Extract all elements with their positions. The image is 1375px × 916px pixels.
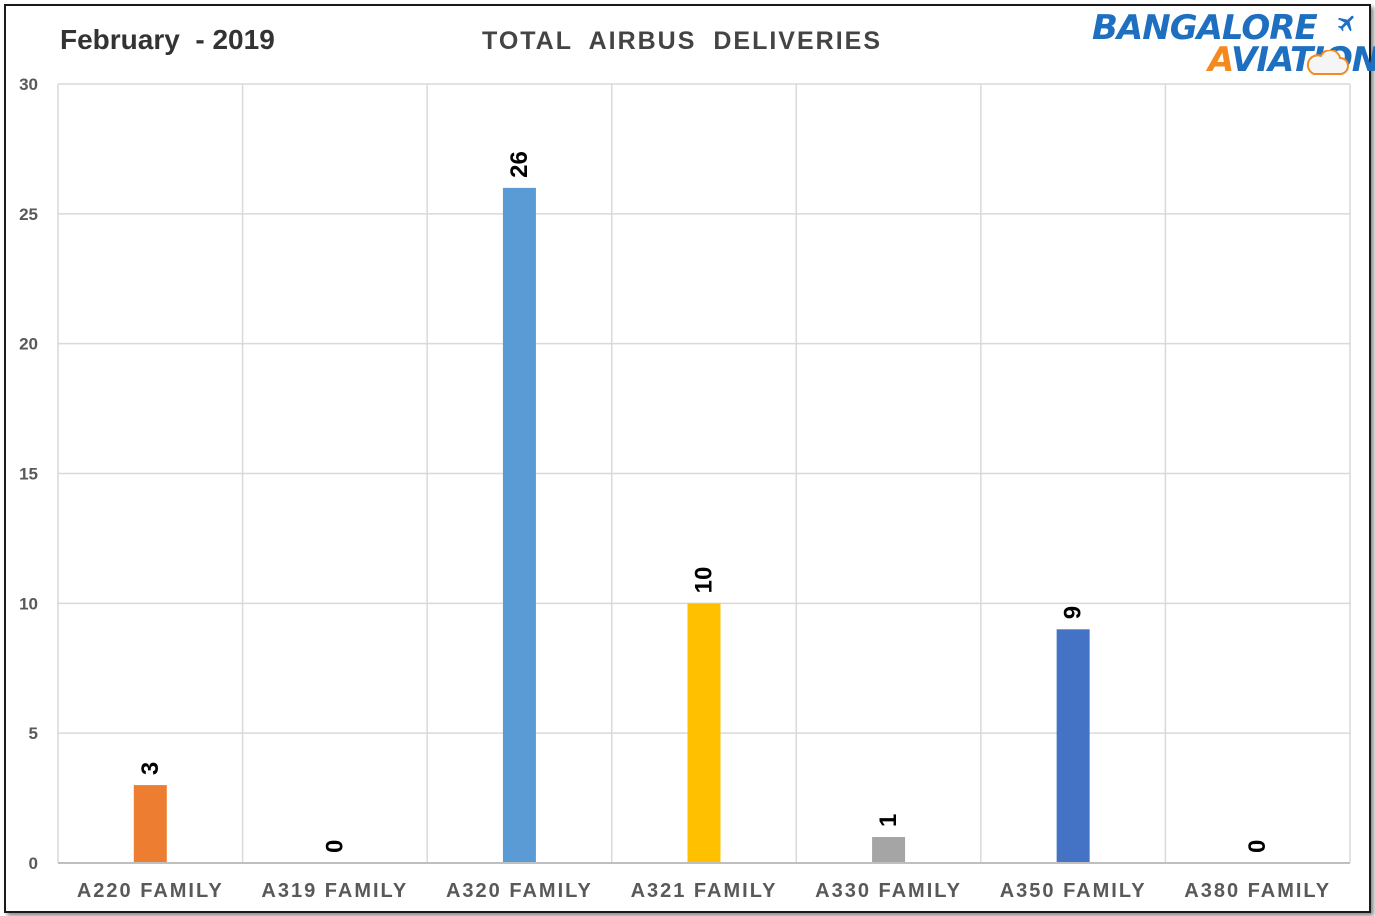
data-label: 1 bbox=[875, 814, 902, 827]
y-tick-label: 15 bbox=[19, 465, 38, 484]
bar bbox=[502, 187, 536, 863]
data-label: 0 bbox=[1244, 840, 1271, 853]
x-tick-label: A380 FAMILY bbox=[1184, 880, 1331, 902]
x-tick-label: A320 FAMILY bbox=[446, 880, 593, 902]
y-tick-label: 0 bbox=[29, 854, 38, 873]
y-tick-label: 20 bbox=[19, 335, 38, 354]
bar bbox=[687, 603, 721, 863]
date-label: February - 2019 bbox=[60, 24, 275, 55]
y-tick-label: 10 bbox=[19, 594, 38, 613]
logo-line-top: BANGALORE bbox=[1092, 8, 1318, 48]
y-tick-label: 5 bbox=[29, 724, 38, 743]
y-tick-label: 30 bbox=[19, 75, 38, 94]
bar bbox=[1056, 629, 1090, 863]
bangalore-aviation-logo: BANGALORE AVIATION bbox=[1090, 8, 1375, 80]
label-layer: 3 0 26 10 1 9 0 bbox=[137, 151, 1271, 853]
x-tick-label: A220 FAMILY bbox=[77, 880, 224, 902]
cloud-icon bbox=[1306, 50, 1349, 75]
bar bbox=[133, 785, 167, 863]
logo-word-angalore: ANGALORE bbox=[1116, 8, 1318, 48]
data-label: 26 bbox=[506, 151, 533, 178]
x-tick-label: A319 FAMILY bbox=[261, 880, 408, 902]
x-tick-label: A330 FAMILY bbox=[815, 880, 962, 902]
logo-word-viation: VIATION bbox=[1231, 40, 1375, 80]
data-label: 9 bbox=[1060, 606, 1087, 619]
x-tick-label: A350 FAMILY bbox=[1000, 880, 1147, 902]
data-label: 0 bbox=[321, 840, 348, 853]
chart-title: TOTAL AIRBUS DELIVERIES bbox=[482, 27, 883, 55]
bar-layer bbox=[133, 187, 1090, 863]
bar bbox=[872, 837, 906, 863]
x-tick-label: A321 FAMILY bbox=[631, 880, 778, 902]
logo-letter-b: B bbox=[1092, 8, 1118, 48]
logo-line-bottom: AVIATION bbox=[1208, 40, 1375, 80]
logo-letter-a: A bbox=[1208, 40, 1232, 80]
data-label: 3 bbox=[137, 762, 164, 775]
data-label: 10 bbox=[691, 567, 718, 594]
airplane-icon bbox=[1337, 15, 1354, 32]
y-tick-label: 25 bbox=[19, 205, 38, 224]
